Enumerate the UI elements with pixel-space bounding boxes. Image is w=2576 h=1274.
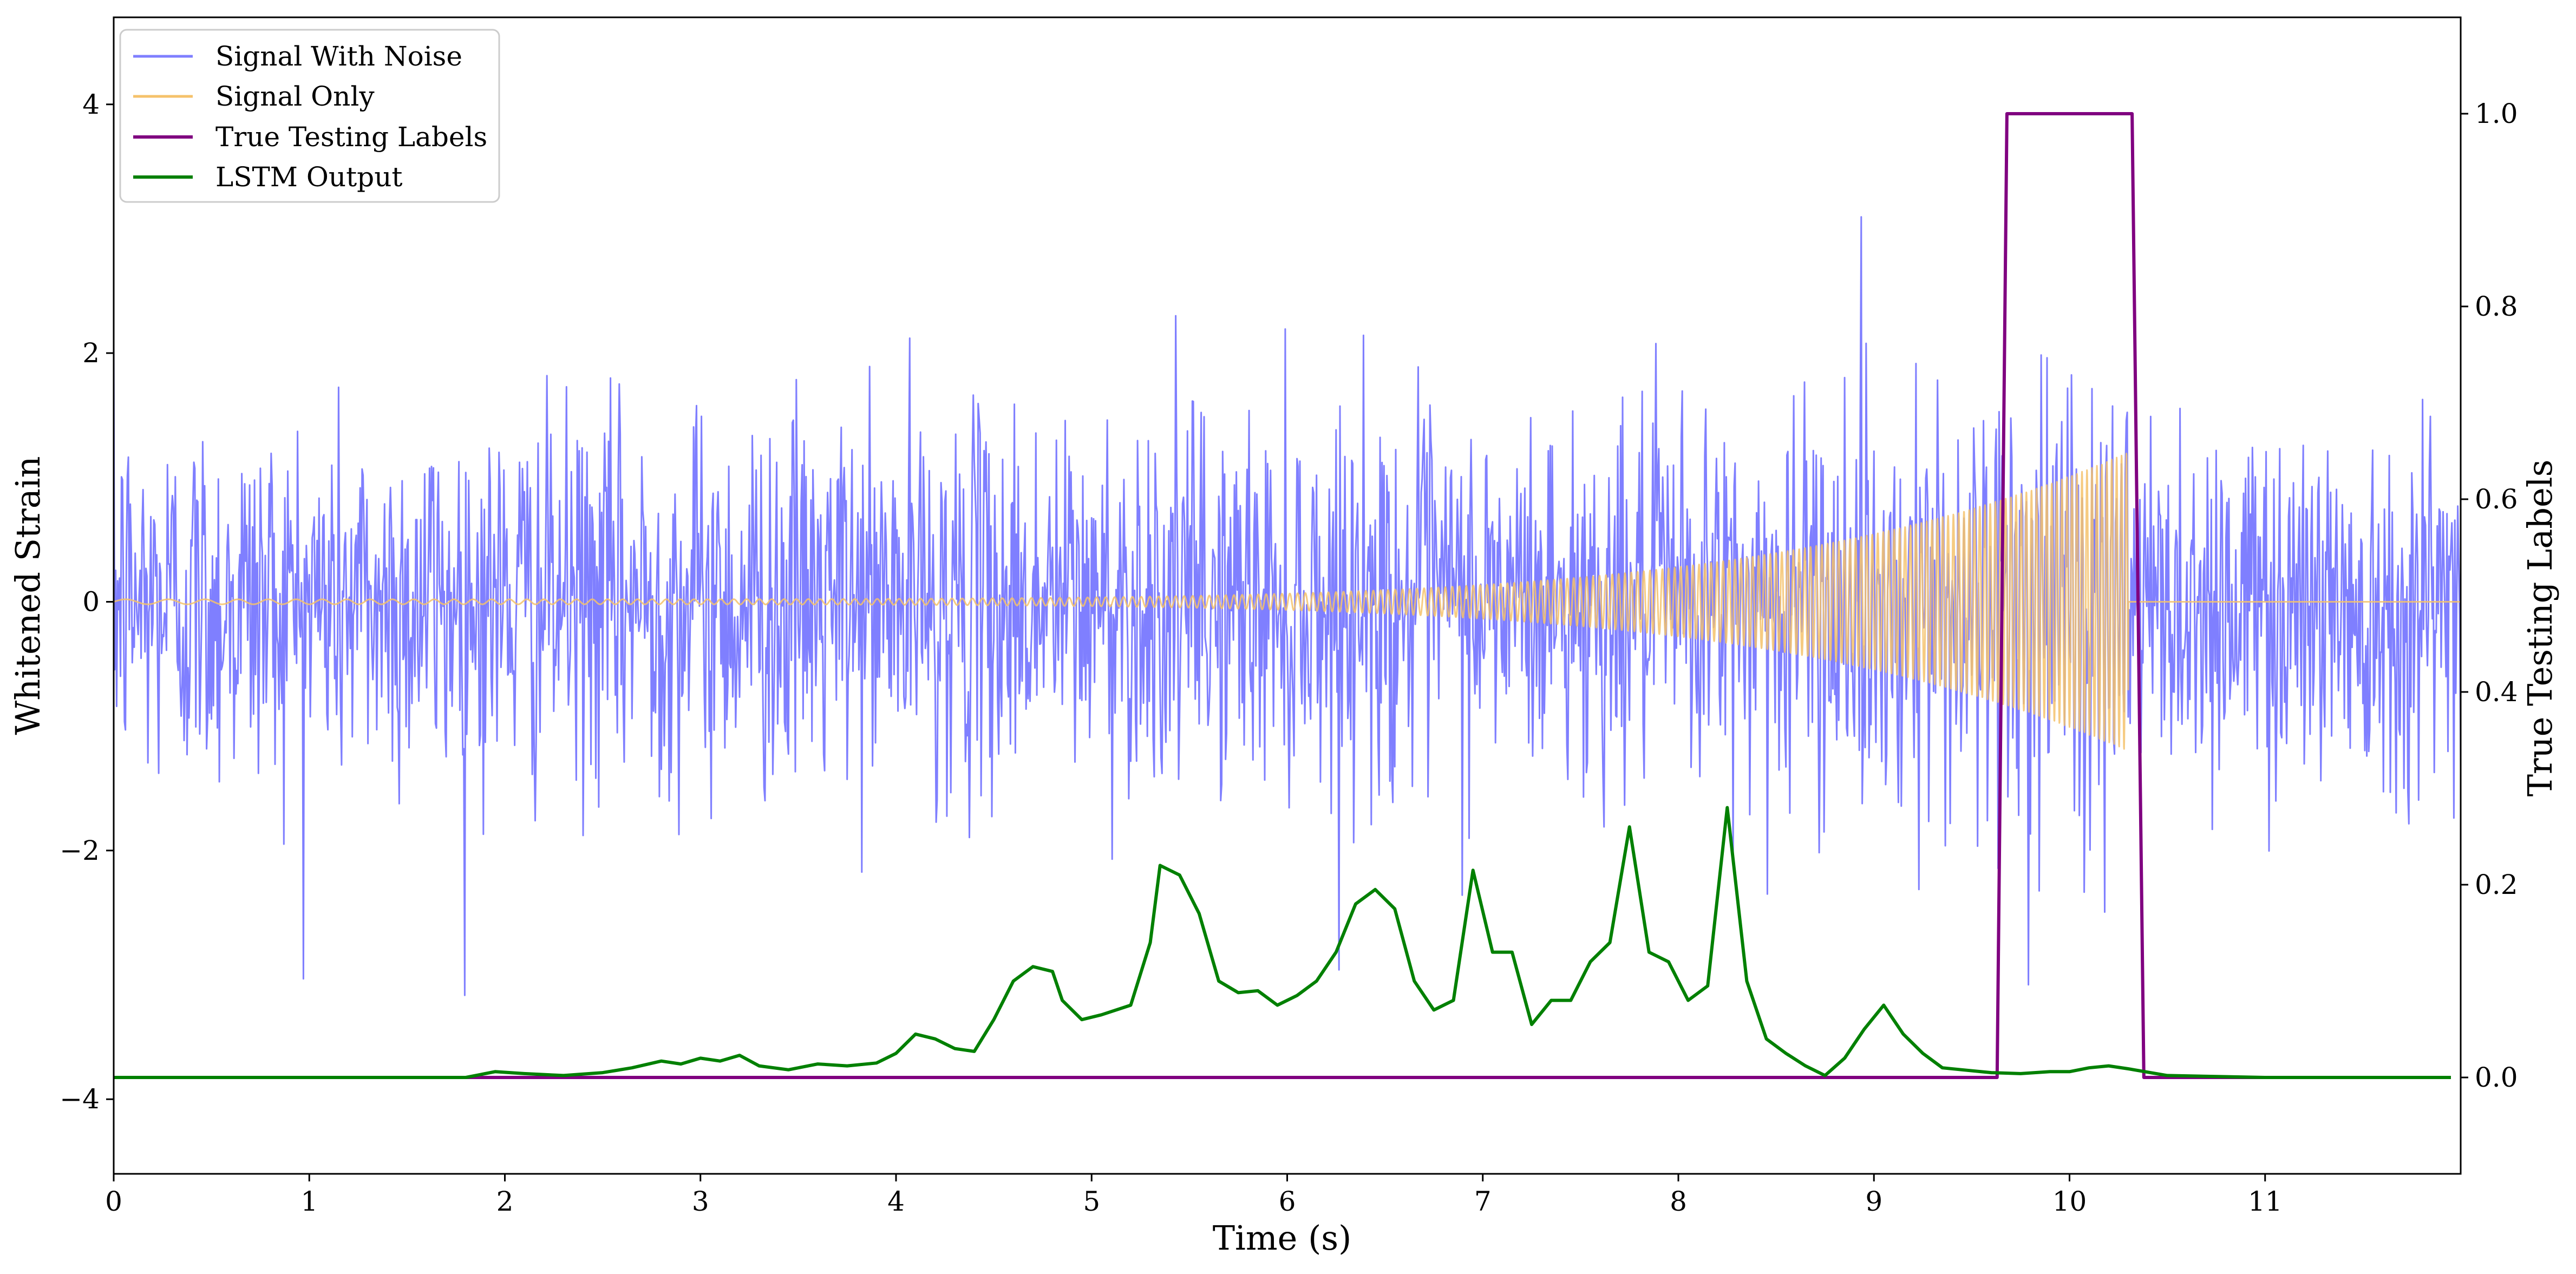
y-axis-ticks: −4 −2 0 2 4	[60, 89, 114, 1115]
right-y-tick-label: 0.8	[2475, 291, 2518, 322]
y-tick-label: 0	[82, 586, 100, 617]
right-y-tick-label: 0.4	[2475, 676, 2518, 708]
x-tick-label: 0	[105, 1186, 122, 1217]
legend-box	[119, 29, 500, 203]
x-tick-label: 3	[692, 1186, 709, 1217]
legend: Signal With Noise Signal Only True Testi…	[119, 29, 500, 203]
legend-item-true-testing-labels: True Testing Labels	[133, 121, 487, 153]
y-tick-label: −4	[60, 1083, 100, 1115]
x-tick-label: 10	[2052, 1186, 2087, 1217]
legend-label: Signal Only	[215, 81, 375, 112]
right-y-axis-ticks: 0.0 0.2 0.4 0.6 0.8 1.0	[2461, 98, 2518, 1093]
legend-label: Signal With Noise	[215, 41, 462, 72]
y-tick-label: −2	[60, 835, 100, 866]
x-tick-label: 1	[300, 1186, 318, 1217]
x-tick-label: 9	[1865, 1186, 1882, 1217]
y-axis-label: Whitened Strain	[8, 456, 48, 735]
x-tick-label: 2	[496, 1186, 514, 1217]
legend-label: LSTM Output	[215, 161, 402, 193]
y-tick-label: 2	[82, 337, 100, 369]
legend-label: True Testing Labels	[215, 121, 487, 153]
x-tick-label: 4	[887, 1186, 905, 1217]
x-axis-ticks: 0 1 2 3 4 5 6 7 8 9 10 11	[105, 1174, 2283, 1217]
x-tick-label: 8	[1670, 1186, 1687, 1217]
x-tick-label: 7	[1474, 1186, 1492, 1217]
legend-item-lstm-output: LSTM Output	[133, 161, 402, 193]
x-tick-label: 6	[1279, 1186, 1296, 1217]
series-signal-only	[113, 453, 2462, 750]
x-axis-label: Time (s)	[1213, 1218, 1352, 1258]
right-y-axis-label: True Testing Labels	[2520, 460, 2560, 797]
legend-item-signal-with-noise: Signal With Noise	[133, 41, 462, 72]
x-tick-label: 5	[1083, 1186, 1100, 1217]
legend-item-signal-only: Signal Only	[133, 81, 375, 112]
plot-area	[113, 112, 2462, 1079]
x-tick-label: 11	[2248, 1186, 2283, 1217]
right-y-tick-label: 1.0	[2475, 98, 2518, 129]
series-signal-with-noise	[113, 216, 2462, 996]
series-lstm-output	[114, 806, 2451, 1079]
right-y-tick-label: 0.6	[2475, 484, 2518, 515]
right-y-tick-label: 0.2	[2475, 869, 2518, 900]
right-y-tick-label: 0.0	[2475, 1062, 2518, 1093]
y-tick-label: 4	[82, 89, 100, 120]
